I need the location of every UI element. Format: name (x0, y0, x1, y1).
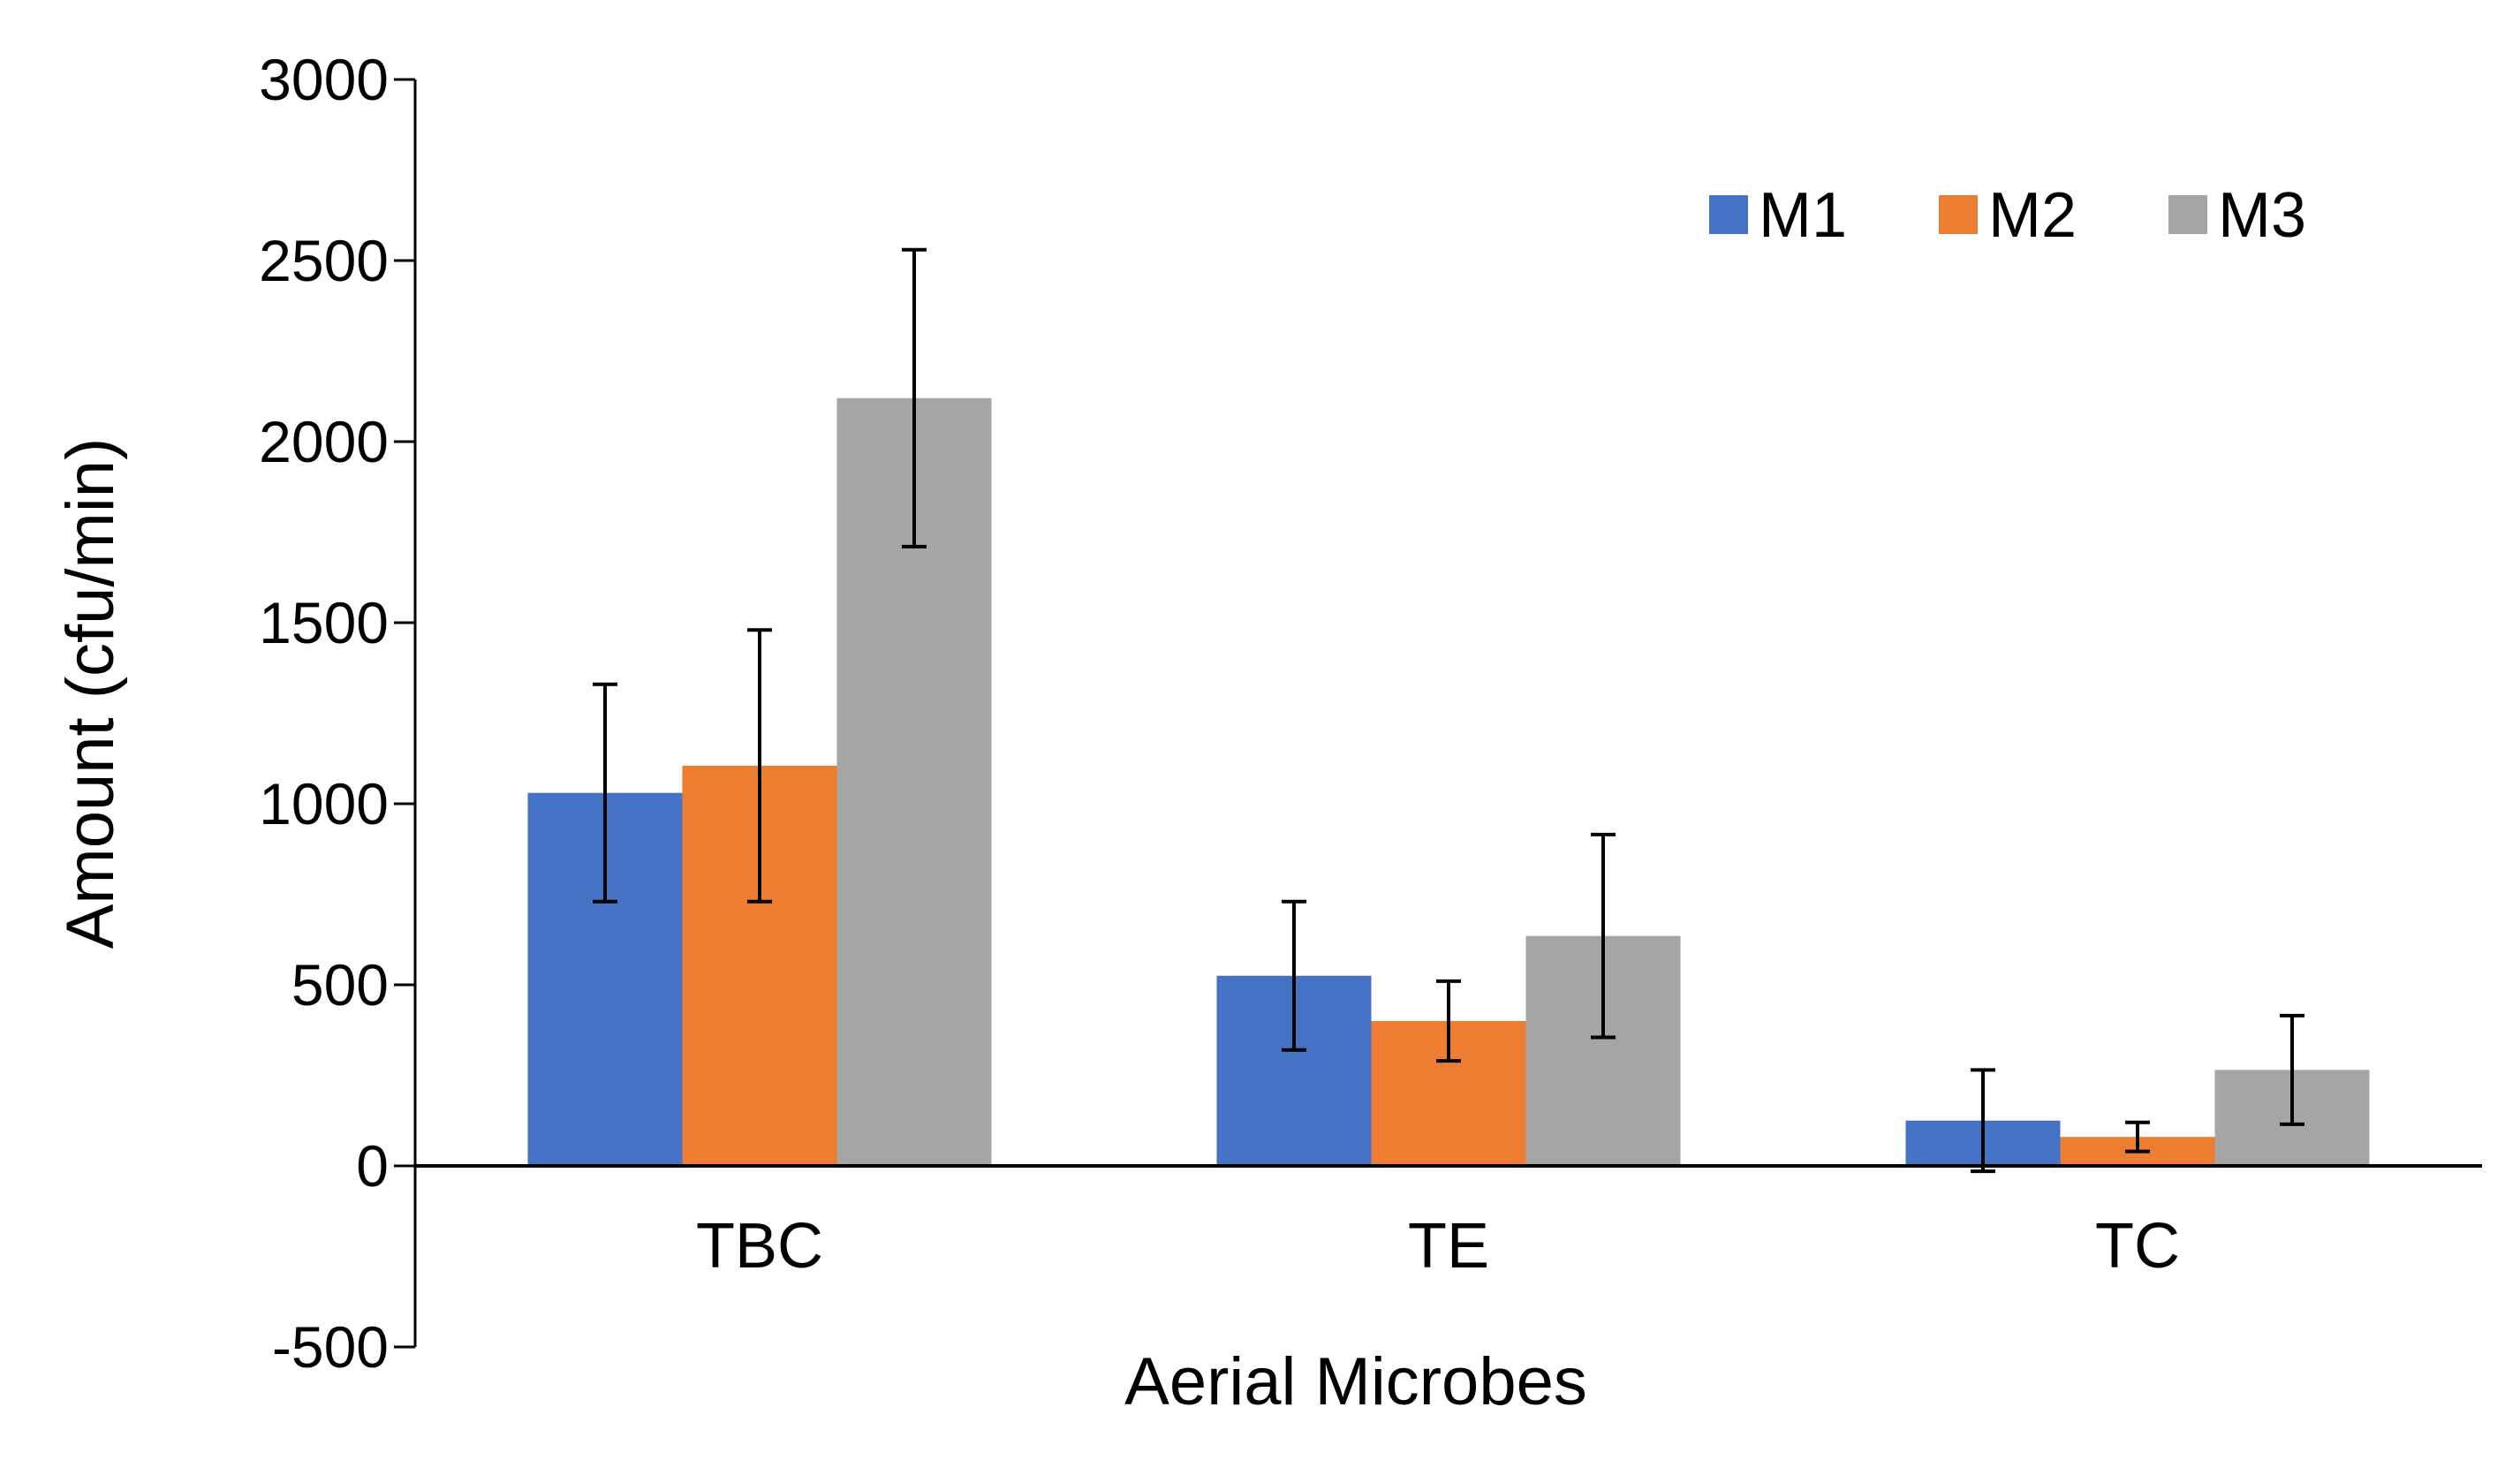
legend-label-m2: M2 (1988, 180, 2077, 251)
y-tick-label: 500 (291, 952, 389, 1017)
y-tick-label: 2500 (259, 228, 389, 293)
y-tick-label: 2000 (259, 409, 389, 474)
y-axis-title: Amount (cfu/min) (53, 438, 128, 949)
legend-label-m3: M3 (2218, 180, 2306, 251)
x-axis-title: Aerial Microbes (1124, 1344, 1587, 1419)
y-tick-label: 0 (356, 1133, 389, 1199)
x-tick-label: TC (2095, 1211, 2180, 1282)
y-tick-label: -500 (272, 1314, 389, 1380)
y-tick-label: 1000 (259, 771, 389, 836)
legend-swatch-m1 (1709, 195, 1748, 234)
y-tick-label: 3000 (259, 47, 389, 112)
legend: M1 M2 M3 (1709, 180, 2306, 251)
axes: TBC TE TC -500 0 500 1000 1500 2000 2500 3000 (259, 47, 2482, 1380)
x-tick-label: TBC (696, 1211, 823, 1282)
legend-swatch-m3 (2168, 195, 2207, 234)
x-tick-label: TE (1408, 1211, 1489, 1282)
legend-label-m1: M1 (1759, 180, 1847, 251)
legend-swatch-m2 (1939, 195, 1978, 234)
plot-area (527, 247, 2370, 1174)
y-tick-label: 1500 (259, 590, 389, 655)
